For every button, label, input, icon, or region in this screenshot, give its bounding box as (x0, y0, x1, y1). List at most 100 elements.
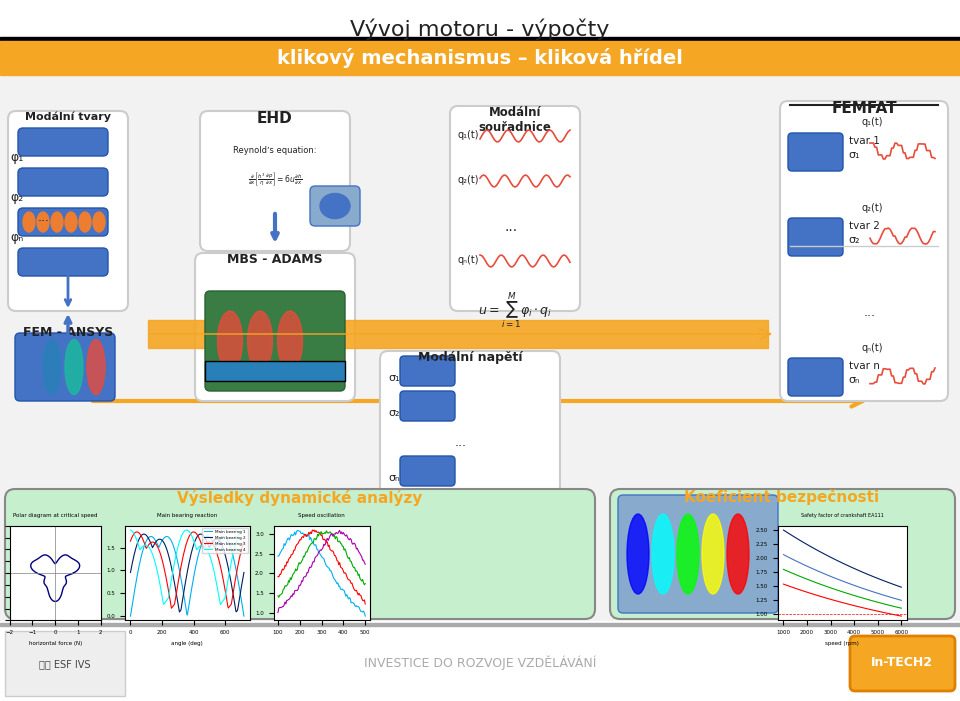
FancyBboxPatch shape (310, 186, 360, 226)
Ellipse shape (802, 362, 812, 392)
Ellipse shape (427, 360, 437, 382)
Ellipse shape (37, 132, 49, 152)
Ellipse shape (51, 172, 63, 192)
FancyBboxPatch shape (5, 631, 125, 696)
Text: EHD: EHD (257, 111, 293, 126)
Main bearing 4 (193, 543, 204, 552)
Main bearing 2 (195, 530, 206, 538)
Ellipse shape (79, 252, 91, 272)
Ellipse shape (790, 137, 800, 167)
Main bearing 2 (125, 569, 136, 577)
Line: Main bearing 1: Main bearing 1 (131, 536, 244, 616)
Main bearing 4 (125, 526, 136, 534)
FancyBboxPatch shape (8, 111, 128, 311)
Main bearing 1 (125, 612, 136, 620)
FancyBboxPatch shape (18, 208, 108, 236)
Ellipse shape (826, 362, 836, 392)
FancyBboxPatch shape (5, 489, 595, 619)
Main bearing 4 (195, 542, 206, 550)
Main bearing 1 (221, 534, 232, 543)
Text: q₂(t): q₂(t) (458, 175, 479, 185)
Main bearing 3 (193, 533, 204, 541)
Ellipse shape (79, 172, 91, 192)
Main bearing 2 (221, 557, 232, 566)
Ellipse shape (43, 339, 61, 395)
Text: σ₂: σ₂ (848, 235, 859, 245)
Text: φₙ: φₙ (10, 231, 23, 244)
Text: σ₁: σ₁ (848, 150, 859, 160)
FancyBboxPatch shape (450, 106, 580, 311)
Text: σₙ: σₙ (848, 375, 859, 385)
Text: 🇪🇺 ESF IVS: 🇪🇺 ESF IVS (39, 659, 91, 669)
Main bearing 3 (125, 537, 136, 545)
Line: Main bearing 3: Main bearing 3 (131, 532, 244, 608)
Text: Reynoldʼs equation:: Reynoldʼs equation: (233, 146, 317, 155)
FancyBboxPatch shape (205, 291, 345, 391)
X-axis label: angle (deg): angle (deg) (171, 641, 204, 646)
Ellipse shape (320, 193, 350, 219)
FancyBboxPatch shape (148, 320, 768, 348)
FancyBboxPatch shape (400, 391, 455, 421)
FancyBboxPatch shape (400, 456, 455, 486)
Ellipse shape (427, 460, 437, 482)
Ellipse shape (405, 460, 415, 482)
Ellipse shape (417, 460, 425, 482)
Text: ...: ... (864, 306, 876, 319)
Main bearing 1 (238, 612, 250, 620)
Ellipse shape (37, 172, 49, 192)
Text: Výsledky dynamické analýzy: Výsledky dynamické analýzy (178, 489, 422, 505)
Text: tvar n: tvar n (849, 361, 879, 371)
Line: Main bearing 4: Main bearing 4 (131, 530, 244, 604)
Ellipse shape (727, 514, 749, 594)
Text: ...: ... (455, 436, 467, 449)
FancyBboxPatch shape (195, 253, 355, 401)
Ellipse shape (37, 212, 49, 232)
FancyBboxPatch shape (610, 489, 955, 619)
Main bearing 3 (195, 538, 206, 546)
Text: Modální tvary: Modální tvary (25, 111, 111, 121)
Main bearing 3 (132, 528, 143, 536)
Ellipse shape (826, 137, 836, 167)
Main bearing 4 (238, 526, 250, 534)
Ellipse shape (93, 252, 105, 272)
Text: φ₂: φ₂ (10, 191, 23, 204)
Main bearing 2 (125, 566, 136, 575)
Ellipse shape (802, 222, 812, 252)
Main bearing 1 (192, 552, 204, 560)
Ellipse shape (23, 212, 35, 232)
FancyBboxPatch shape (0, 623, 960, 626)
Main bearing 2 (192, 531, 204, 540)
Main bearing 3 (166, 604, 178, 613)
Main bearing 4 (228, 545, 240, 554)
Main bearing 2 (193, 531, 204, 539)
FancyBboxPatch shape (400, 356, 455, 386)
Main bearing 2 (195, 530, 206, 538)
FancyBboxPatch shape (780, 101, 948, 401)
Main bearing 1 (125, 609, 136, 618)
Ellipse shape (65, 212, 77, 232)
Ellipse shape (277, 311, 302, 371)
Text: Vývoj motoru - výpočty: Vývoj motoru - výpočty (350, 18, 610, 39)
Ellipse shape (677, 514, 699, 594)
FancyBboxPatch shape (0, 76, 960, 621)
Text: INVESTICE DO ROZVOJE VZDĚLÁVÁNÍ: INVESTICE DO ROZVOJE VZDĚLÁVÁNÍ (364, 655, 596, 670)
Ellipse shape (814, 222, 824, 252)
Main bearing 1 (228, 554, 239, 563)
X-axis label: horizontal force (N): horizontal force (N) (29, 641, 82, 646)
Text: FEMFAT: FEMFAT (831, 101, 897, 116)
Ellipse shape (79, 212, 91, 232)
FancyBboxPatch shape (618, 495, 778, 613)
Main bearing 3 (221, 596, 232, 604)
Title: Polar diagram at critical speed: Polar diagram at critical speed (12, 513, 98, 519)
Ellipse shape (417, 360, 425, 382)
FancyBboxPatch shape (18, 128, 108, 156)
Main bearing 3 (228, 583, 240, 592)
Ellipse shape (439, 360, 447, 382)
Ellipse shape (814, 137, 824, 167)
Text: Koeficient bezpečnosti: Koeficient bezpečnosti (684, 489, 879, 505)
Ellipse shape (93, 172, 105, 192)
FancyBboxPatch shape (788, 358, 843, 396)
Text: qₙ(t): qₙ(t) (862, 343, 883, 353)
FancyBboxPatch shape (0, 41, 960, 75)
Main bearing 4 (221, 583, 232, 592)
